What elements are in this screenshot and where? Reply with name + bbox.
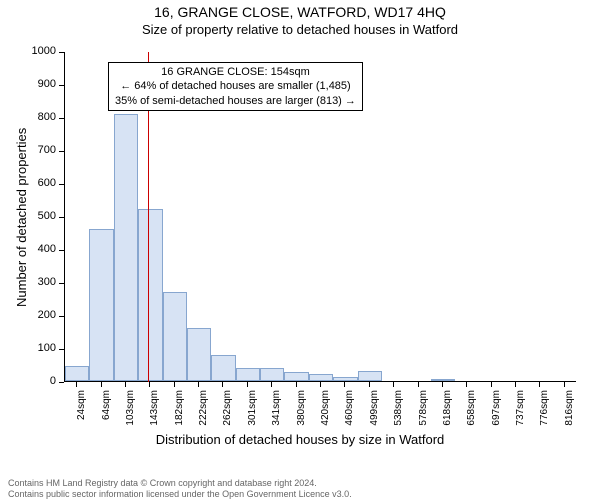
annotation-line-3: 35% of semi-detached houses are larger (…	[115, 94, 356, 108]
x-tick-mark	[418, 382, 419, 387]
histogram-bar	[431, 379, 455, 381]
y-tick-label: 0	[26, 375, 56, 387]
histogram-bar	[309, 374, 333, 381]
histogram-bar	[163, 292, 187, 381]
x-tick-label: 816sqm	[564, 390, 575, 434]
x-tick-label: 499sqm	[369, 390, 380, 434]
x-tick-label: 182sqm	[174, 390, 185, 434]
x-tick-mark	[174, 382, 175, 387]
x-tick-label: 64sqm	[101, 390, 112, 434]
x-tick-mark	[564, 382, 565, 387]
y-tick-mark	[59, 85, 64, 86]
x-tick-mark	[369, 382, 370, 387]
y-tick-mark	[59, 151, 64, 152]
x-tick-label: 578sqm	[418, 390, 429, 434]
histogram-bar	[211, 355, 235, 381]
x-tick-mark	[149, 382, 150, 387]
x-tick-mark	[539, 382, 540, 387]
annotation-box: 16 GRANGE CLOSE: 154sqm ← 64% of detache…	[108, 62, 363, 111]
x-tick-mark	[76, 382, 77, 387]
x-tick-mark	[491, 382, 492, 387]
x-tick-label: 776sqm	[539, 390, 550, 434]
x-tick-label: 658sqm	[466, 390, 477, 434]
y-tick-mark	[59, 184, 64, 185]
histogram-bar	[65, 366, 89, 381]
x-tick-label: 737sqm	[515, 390, 526, 434]
x-tick-label: 24sqm	[76, 390, 87, 434]
histogram-bar	[236, 368, 260, 381]
x-tick-mark	[442, 382, 443, 387]
page-subtitle: Size of property relative to detached ho…	[0, 22, 600, 37]
x-tick-mark	[247, 382, 248, 387]
y-tick-mark	[59, 250, 64, 251]
x-tick-label: 618sqm	[442, 390, 453, 434]
histogram-bar	[333, 377, 357, 381]
y-tick-label: 1000	[26, 45, 56, 57]
y-tick-mark	[59, 349, 64, 350]
x-tick-mark	[222, 382, 223, 387]
x-tick-mark	[515, 382, 516, 387]
x-tick-mark	[125, 382, 126, 387]
x-tick-label: 262sqm	[222, 390, 233, 434]
y-tick-label: 300	[26, 276, 56, 288]
x-tick-label: 538sqm	[393, 390, 404, 434]
y-tick-label: 700	[26, 144, 56, 156]
footer-text: Contains HM Land Registry data © Crown c…	[8, 478, 352, 500]
histogram-bar	[138, 209, 162, 381]
x-axis-label: Distribution of detached houses by size …	[0, 432, 600, 447]
y-tick-mark	[59, 382, 64, 383]
annotation-line-1: 16 GRANGE CLOSE: 154sqm	[115, 65, 356, 79]
annotation-line-2: ← 64% of detached houses are smaller (1,…	[115, 79, 356, 93]
x-tick-mark	[393, 382, 394, 387]
y-tick-mark	[59, 217, 64, 218]
x-tick-mark	[198, 382, 199, 387]
y-tick-mark	[59, 283, 64, 284]
footer-line-2: Contains public sector information licen…	[8, 489, 352, 500]
histogram-bar	[260, 368, 284, 381]
x-tick-mark	[466, 382, 467, 387]
x-tick-label: 697sqm	[491, 390, 502, 434]
x-tick-label: 301sqm	[247, 390, 258, 434]
histogram-bar	[187, 328, 211, 381]
page-title: 16, GRANGE CLOSE, WATFORD, WD17 4HQ	[0, 4, 600, 20]
x-tick-mark	[296, 382, 297, 387]
x-tick-label: 222sqm	[198, 390, 209, 434]
x-tick-label: 341sqm	[271, 390, 282, 434]
x-tick-label: 143sqm	[149, 390, 160, 434]
y-tick-label: 400	[26, 243, 56, 255]
x-tick-mark	[101, 382, 102, 387]
y-tick-label: 100	[26, 342, 56, 354]
y-tick-label: 600	[26, 177, 56, 189]
y-tick-label: 500	[26, 210, 56, 222]
x-tick-label: 420sqm	[320, 390, 331, 434]
x-tick-mark	[271, 382, 272, 387]
x-tick-label: 460sqm	[344, 390, 355, 434]
histogram-bar	[114, 114, 138, 381]
y-tick-label: 900	[26, 78, 56, 90]
x-tick-label: 380sqm	[296, 390, 307, 434]
histogram-bar	[89, 229, 113, 381]
histogram-bar	[358, 371, 382, 381]
y-tick-mark	[59, 52, 64, 53]
y-tick-mark	[59, 316, 64, 317]
histogram-bar	[284, 372, 308, 381]
footer-line-1: Contains HM Land Registry data © Crown c…	[8, 478, 352, 489]
y-tick-label: 800	[26, 111, 56, 123]
x-tick-label: 103sqm	[125, 390, 136, 434]
y-tick-label: 200	[26, 309, 56, 321]
y-tick-mark	[59, 118, 64, 119]
x-tick-mark	[344, 382, 345, 387]
x-tick-mark	[320, 382, 321, 387]
